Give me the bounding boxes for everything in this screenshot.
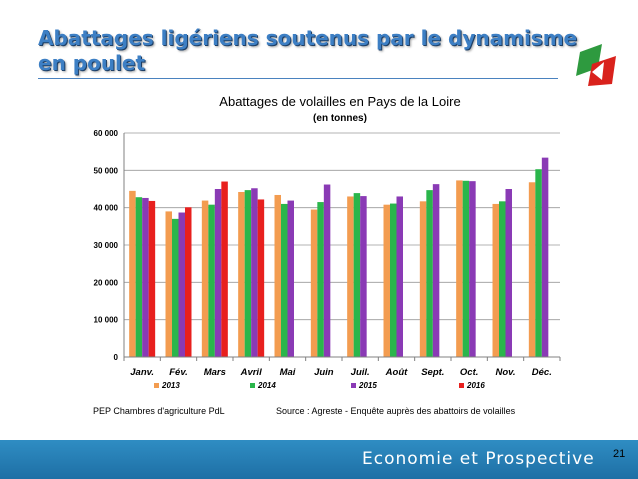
x-tick-label: Fév. (169, 367, 188, 378)
x-tick-label: Déc. (532, 367, 552, 378)
footer-band (0, 440, 638, 479)
bar-2013-7 (383, 204, 390, 357)
bar-2014-8 (426, 190, 433, 357)
legend-label-2015: 2015 (358, 381, 377, 390)
x-tick-label: Mars (204, 367, 226, 378)
source-left-credit: PEP Chambres d'agriculture PdL (93, 406, 225, 416)
y-tick-label: 40 000 (94, 204, 119, 213)
y-tick-label: 0 (114, 353, 119, 362)
x-tick-label: Mai (280, 367, 296, 378)
x-tick-label: Nov. (495, 367, 515, 378)
y-tick-label: 30 000 (94, 241, 119, 250)
bar-2015-6 (360, 196, 367, 357)
bar-2013-11 (528, 182, 536, 357)
bar-2015-1 (178, 212, 185, 357)
chambres-agriculture-logo-icon (576, 44, 616, 86)
bar-2014-0 (135, 197, 143, 357)
axes: 0 10 000 20 000 30 000 40 000 50 000 60 000 Jan… (94, 129, 561, 378)
bar-2015-3 (251, 188, 258, 357)
legend-swatch-2016 (459, 383, 464, 388)
bar-2015-9 (469, 181, 476, 357)
bar-2013-0 (129, 190, 136, 357)
bar-2013-10 (492, 203, 499, 357)
y-tick-label: 20 000 (94, 278, 119, 287)
footer-title: Economie et Prospective (362, 449, 595, 469)
slide-title: Abattages ligériens soutenus par le dyna… (38, 26, 578, 75)
bar-2015-7 (396, 196, 403, 357)
legend-swatch-2014 (250, 383, 255, 388)
bar-2014-9 (462, 180, 470, 357)
chart-subtitle: (en tonnes) (313, 113, 367, 124)
logo-white-shape (592, 62, 604, 80)
bar-2014-2 (208, 204, 215, 357)
x-tick-label: Juin (314, 367, 334, 378)
x-tick-label: Avril (240, 367, 262, 378)
bar-2015-8 (432, 184, 440, 357)
bar-2014-4 (281, 203, 288, 357)
x-tick-label: Juil. (351, 367, 370, 378)
bars (129, 157, 549, 357)
bar-2014-7 (390, 203, 397, 357)
slaughter-bar-chart: Abattages de volailles en Pays de la Loi… (94, 94, 561, 390)
y-tick-label: 60 000 (94, 129, 119, 138)
legend-swatch-2013 (154, 383, 159, 388)
bar-2013-8 (419, 201, 427, 357)
bar-2015-4 (287, 200, 294, 357)
x-tick-label: Oct. (460, 367, 478, 378)
bar-2016-3 (257, 199, 265, 357)
legend-swatch-2015 (351, 383, 356, 388)
bar-2014-3 (244, 190, 252, 357)
bar-2014-6 (353, 193, 361, 357)
bar-2016-0 (148, 200, 156, 357)
bar-2016-1 (185, 207, 192, 357)
bar-2016-2 (221, 181, 228, 357)
x-tick-label: Août (385, 367, 408, 378)
bar-2015-11 (541, 157, 549, 357)
title-rule (38, 78, 558, 79)
bar-2015-5 (323, 184, 331, 357)
bar-2013-9 (456, 180, 463, 357)
bar-2013-1 (165, 211, 172, 357)
bar-2014-1 (172, 218, 179, 357)
legend: 2013 2014 2015 2016 (154, 381, 485, 390)
bar-2014-10 (499, 201, 506, 357)
chart-title: Abattages de volailles en Pays de la Loi… (219, 94, 460, 109)
bar-2014-11 (535, 169, 542, 357)
legend-label-2014: 2014 (257, 381, 276, 390)
bar-2015-10 (505, 189, 512, 357)
x-tick-label: Janv. (130, 367, 154, 378)
bar-2013-2 (201, 200, 209, 357)
y-tick-label: 50 000 (94, 166, 119, 175)
bar-2013-6 (347, 196, 354, 357)
bar-2013-4 (274, 194, 281, 357)
bar-2015-2 (214, 189, 222, 357)
x-tick-label: Sept. (421, 367, 444, 378)
source-right-credit: Source : Agreste - Enquête auprès des ab… (276, 406, 516, 416)
bar-2015-0 (142, 197, 149, 357)
legend-label-2013: 2013 (161, 381, 180, 390)
bar-2013-5 (310, 209, 318, 357)
bar-2013-3 (238, 191, 245, 357)
page-number: 21 (613, 448, 626, 460)
bar-2014-5 (317, 202, 324, 357)
y-tick-label: 10 000 (94, 316, 119, 325)
legend-label-2016: 2016 (466, 381, 485, 390)
